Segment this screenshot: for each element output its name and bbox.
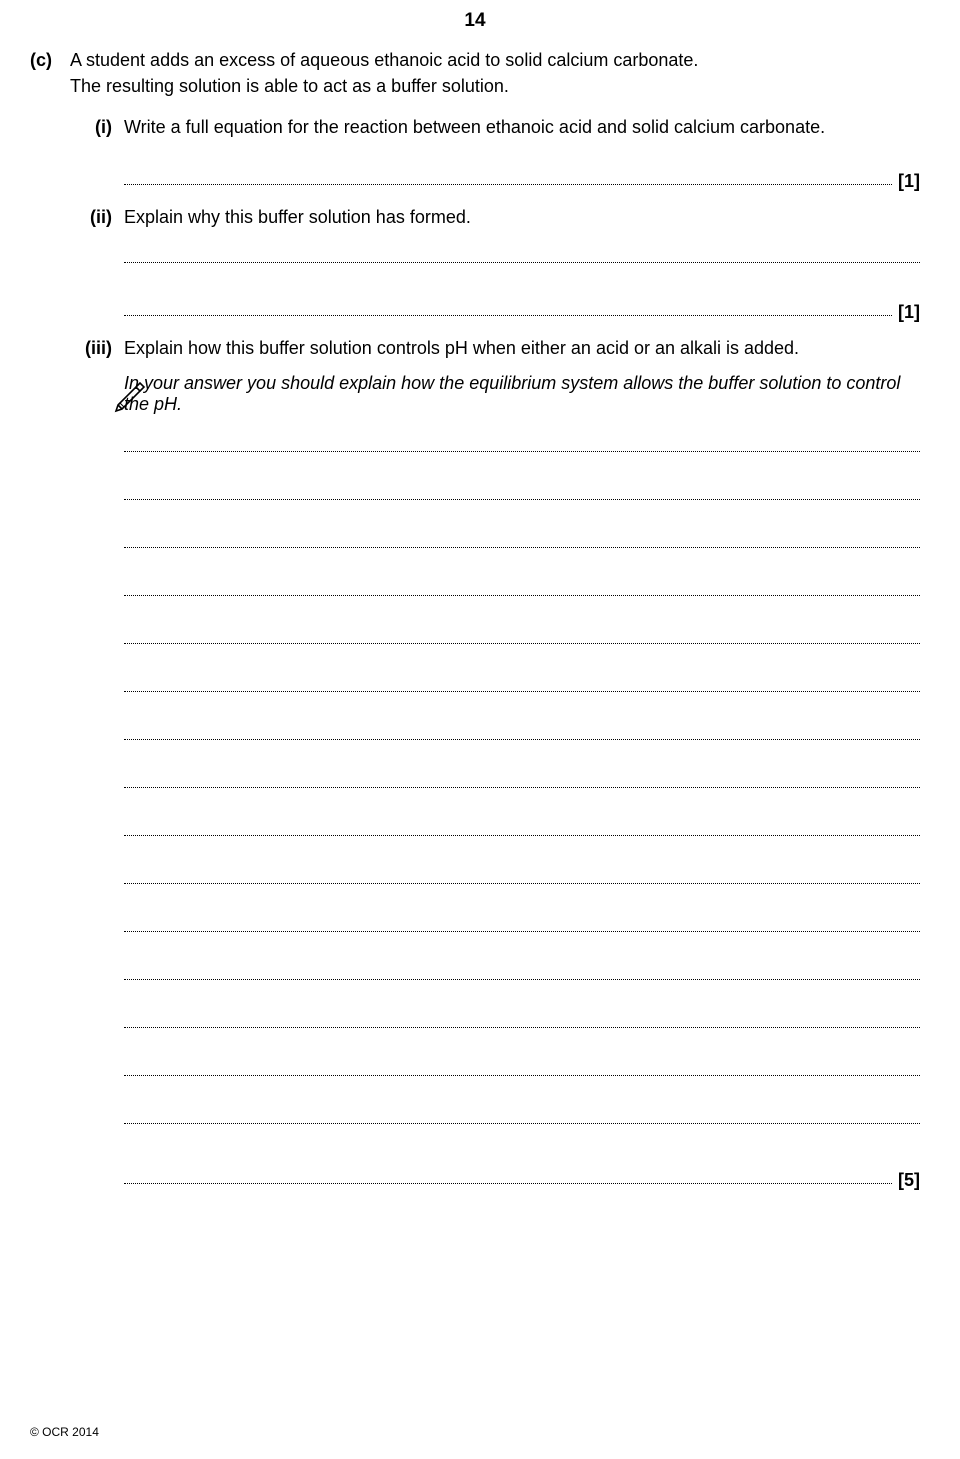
mark-i: [1]: [898, 172, 920, 190]
pencil-icon: [110, 373, 150, 413]
answer-line-ii-2: [1]: [124, 303, 920, 316]
sub-label-i: (i): [70, 117, 112, 138]
answer-line-iii: [124, 1123, 920, 1124]
question-c-line1: A student adds an excess of aqueous etha…: [70, 50, 698, 70]
answer-line-iii: [124, 1075, 920, 1076]
answer-line-iii: [124, 979, 920, 980]
footer-copyright: © OCR 2014: [30, 1425, 99, 1439]
sub-question-i-text: Write a full equation for the reaction b…: [124, 117, 920, 138]
answer-line-iii-final: [5]: [124, 1171, 920, 1184]
question-c-line2: The resulting solution is able to act as…: [70, 76, 509, 96]
sub-label-iii: (iii): [70, 338, 112, 359]
answer-line-iii: [124, 547, 920, 548]
sub-question-ii: (ii) Explain why this buffer solution ha…: [70, 207, 920, 228]
sub-question-ii-text: Explain why this buffer solution has for…: [124, 207, 920, 228]
answer-line-iii: [124, 835, 920, 836]
answer-line-iii: [124, 739, 920, 740]
mark-ii: [1]: [898, 303, 920, 321]
mark-iii: [5]: [898, 1171, 920, 1189]
part-label-c: (c): [30, 47, 70, 73]
answer-line-iii: [124, 691, 920, 692]
sub-question-i: (i) Write a full equation for the reacti…: [70, 117, 920, 138]
answer-line-iii: [124, 499, 920, 500]
answer-line-iii: [124, 643, 920, 644]
answer-line-ii-1: [124, 262, 920, 263]
question-part-c: (c) A student adds an excess of aqueous …: [30, 47, 920, 99]
answer-line-iii: [124, 883, 920, 884]
answer-line-iii: [124, 931, 920, 932]
sub-label-ii: (ii): [70, 207, 112, 228]
answer-line-iii: [124, 787, 920, 788]
sub-question-iii-text: Explain how this buffer solution control…: [124, 338, 920, 359]
instruction-row: (iii) In your answer you should explain …: [70, 373, 920, 415]
instruction-text: In your answer you should explain how th…: [124, 373, 920, 415]
answer-line-iii: [124, 1027, 920, 1028]
answer-line-iii: [124, 595, 920, 596]
sub-question-iii: (iii) Explain how this buffer solution c…: [70, 338, 920, 359]
answer-line-i: [1]: [124, 172, 920, 185]
answer-line-iii: [124, 451, 920, 452]
page-number: 14: [30, 10, 920, 32]
